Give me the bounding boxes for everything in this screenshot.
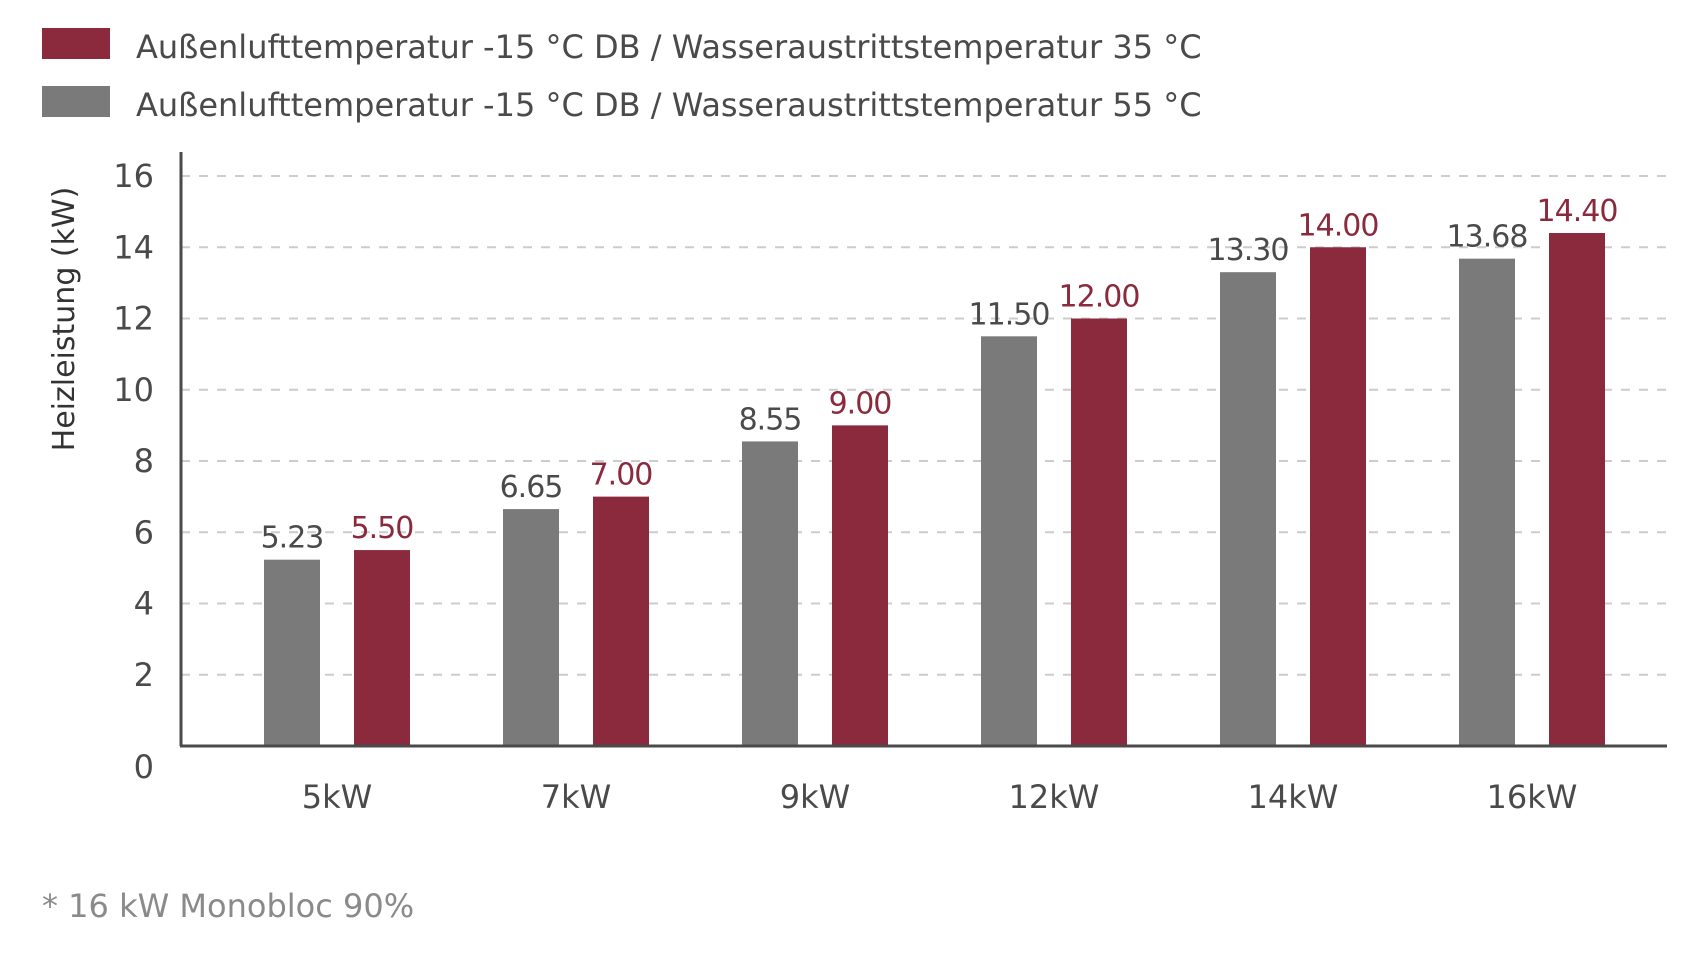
bar <box>1549 233 1605 746</box>
bar-value-label: 11.50 <box>969 297 1050 332</box>
grid-lines <box>181 175 1667 676</box>
x-tick-labels: 5kW 7kW 9kW 12kW 14kW 16kW <box>302 778 1578 816</box>
x-tick-label: 14kW <box>1248 778 1339 816</box>
bar-value-label: 8.55 <box>739 402 802 437</box>
bar-value-label: 7.00 <box>590 458 653 493</box>
y-tick-label: 8 <box>134 442 154 480</box>
y-tick-labels: 0 2 4 6 8 10 12 14 16 <box>113 157 154 786</box>
x-tick-label: 5kW <box>302 778 373 816</box>
bar-value-label: 14.00 <box>1298 208 1379 243</box>
value-labels: 5.23 5.50 6.65 7.00 8.55 9.00 11.50 12.00 13.30 1… <box>261 194 1619 556</box>
bar-value-label: 14.40 <box>1537 194 1618 229</box>
x-tick-label: 16kW <box>1487 778 1578 816</box>
legend-swatch-35 <box>42 28 110 59</box>
bar <box>981 336 1037 746</box>
bars <box>264 233 1605 746</box>
legend-label-55: Außenlufttemperatur -15 °C DB / Wasserau… <box>136 86 1202 124</box>
y-tick-label: 0 <box>134 748 154 786</box>
y-tick-label: 14 <box>113 228 154 266</box>
y-tick-label: 16 <box>113 157 154 195</box>
legend-label-35: Außenlufttemperatur -15 °C DB / Wasserau… <box>136 28 1202 66</box>
legend: Außenlufttemperatur -15 °C DB / Wasserau… <box>42 28 1202 124</box>
bar <box>1220 272 1276 746</box>
footnote: * 16 kW Monobloc 90% <box>42 887 414 925</box>
x-tick-label: 9kW <box>780 778 851 816</box>
bar-value-label: 9.00 <box>829 386 892 421</box>
y-tick-label: 10 <box>113 371 154 409</box>
y-axis-label: Heizleistung (kW) <box>47 187 82 452</box>
bar-value-label: 13.68 <box>1447 220 1528 255</box>
legend-swatch-55 <box>42 86 110 117</box>
bar <box>354 550 410 746</box>
x-tick-label: 7kW <box>541 778 612 816</box>
bar <box>593 496 649 746</box>
bar-value-label: 13.30 <box>1208 233 1289 268</box>
bar <box>264 559 320 746</box>
bar-value-label: 12.00 <box>1059 280 1140 315</box>
bar <box>832 425 888 746</box>
bar-value-label: 5.50 <box>351 511 414 546</box>
y-tick-label: 2 <box>134 656 154 694</box>
bar-value-label: 6.65 <box>500 470 563 505</box>
y-tick-label: 4 <box>134 585 154 623</box>
bar <box>742 441 798 746</box>
y-tick-label: 12 <box>113 300 154 338</box>
x-tick-label: 12kW <box>1009 778 1100 816</box>
bar <box>1071 318 1127 746</box>
bar <box>1310 247 1366 746</box>
y-tick-label: 6 <box>134 513 154 551</box>
bar <box>1459 258 1515 746</box>
bar-value-label: 5.23 <box>261 521 324 556</box>
bar <box>503 509 559 746</box>
